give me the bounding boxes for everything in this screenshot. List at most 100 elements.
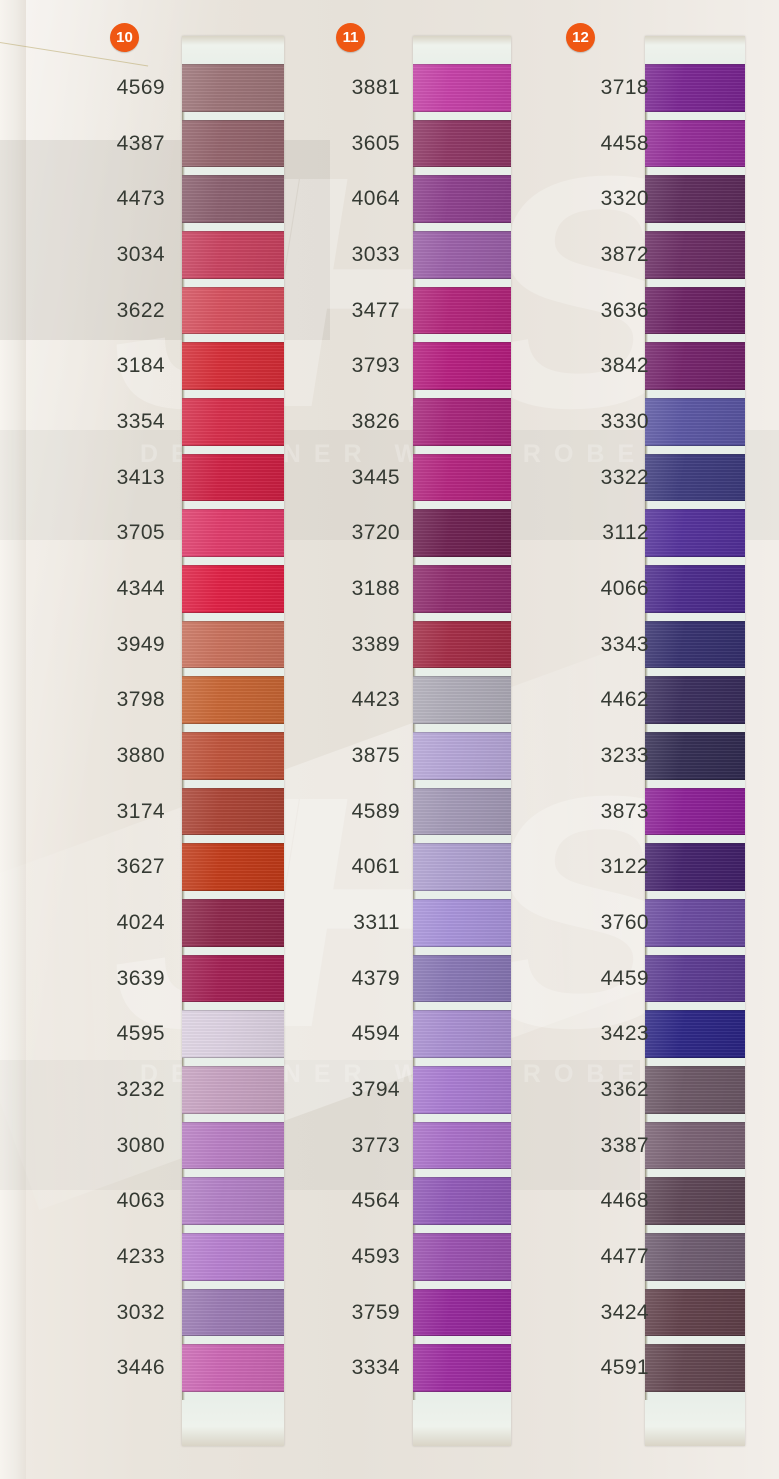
thread-swatch[interactable] <box>413 64 511 112</box>
thread-swatch[interactable] <box>182 1121 284 1170</box>
swatch-sheen <box>182 899 284 947</box>
swatch-sheen <box>645 119 745 168</box>
thread-swatch[interactable] <box>182 732 284 780</box>
thread-swatch[interactable] <box>645 286 745 335</box>
thread-swatch[interactable] <box>645 175 745 223</box>
thread-code-label: 3034 <box>116 242 165 266</box>
thread-swatch[interactable] <box>182 286 284 335</box>
thread-code-label: 3362 <box>600 1077 649 1101</box>
thread-swatch[interactable] <box>645 398 745 446</box>
thread-swatch[interactable] <box>413 231 511 279</box>
thread-swatch[interactable] <box>182 1177 284 1225</box>
swatch-sheen <box>182 620 284 669</box>
swatch-sheen <box>645 1288 745 1337</box>
thread-swatch[interactable] <box>645 1121 745 1170</box>
swatch-sheen <box>182 231 284 279</box>
thread-swatch[interactable] <box>645 1288 745 1337</box>
thread-swatch[interactable] <box>413 1177 511 1225</box>
thread-swatch[interactable] <box>645 64 745 112</box>
thread-swatch[interactable] <box>182 787 284 836</box>
thread-swatch[interactable] <box>182 1066 284 1114</box>
thread-swatch[interactable] <box>182 620 284 669</box>
swatch-sheen <box>182 565 284 613</box>
thread-swatch[interactable] <box>413 119 511 168</box>
thread-swatch[interactable] <box>182 175 284 223</box>
thread-swatch[interactable] <box>413 286 511 335</box>
thread-swatch[interactable] <box>182 453 284 502</box>
thread-swatch[interactable] <box>413 342 511 390</box>
thread-swatch[interactable] <box>645 1066 745 1114</box>
thread-swatch[interactable] <box>413 954 511 1003</box>
thread-swatch[interactable] <box>182 119 284 168</box>
thread-swatch[interactable] <box>645 1344 745 1392</box>
swatch-sheen <box>645 1344 745 1392</box>
thread-swatch[interactable] <box>645 843 745 891</box>
thread-swatch[interactable] <box>645 119 745 168</box>
thread-swatch[interactable] <box>413 453 511 502</box>
thread-swatch[interactable] <box>413 1233 511 1281</box>
thread-swatch[interactable] <box>182 1233 284 1281</box>
thread-swatch[interactable] <box>413 565 511 613</box>
swatch-sheen <box>645 787 745 836</box>
thread-swatch[interactable] <box>413 509 511 557</box>
thread-swatch[interactable] <box>645 1010 745 1058</box>
thread-swatch[interactable] <box>413 1121 511 1170</box>
swatch-sheen <box>645 1177 745 1225</box>
thread-swatch[interactable] <box>182 676 284 724</box>
thread-swatch[interactable] <box>645 1177 745 1225</box>
thread-swatch[interactable] <box>182 954 284 1003</box>
thread-swatch[interactable] <box>182 64 284 112</box>
thread-swatch[interactable] <box>413 732 511 780</box>
thread-swatch[interactable] <box>413 1066 511 1114</box>
thread-swatch[interactable] <box>182 843 284 891</box>
swatch-sheen <box>645 342 745 390</box>
thread-code-label: 4591 <box>600 1356 649 1380</box>
card-top-blank <box>413 36 511 64</box>
thread-swatch[interactable] <box>182 1344 284 1392</box>
thread-swatch[interactable] <box>182 1010 284 1058</box>
thread-swatch[interactable] <box>182 342 284 390</box>
thread-swatch[interactable] <box>182 398 284 446</box>
thread-swatch[interactable] <box>645 342 745 390</box>
thread-swatch[interactable] <box>182 231 284 279</box>
thread-swatch[interactable] <box>645 899 745 947</box>
thread-swatch[interactable] <box>645 620 745 669</box>
thread-swatch[interactable] <box>413 1010 511 1058</box>
thread-swatch[interactable] <box>413 843 511 891</box>
swatch-sheen <box>182 1233 284 1281</box>
thread-swatch[interactable] <box>645 676 745 724</box>
thread-swatch[interactable] <box>413 1344 511 1392</box>
thread-swatch[interactable] <box>413 787 511 836</box>
thread-swatch[interactable] <box>645 732 745 780</box>
swatch-sheen <box>182 1344 284 1392</box>
swatch-sheen <box>413 620 511 669</box>
thread-swatch[interactable] <box>645 231 745 279</box>
thread-swatch[interactable] <box>413 620 511 669</box>
thread-code-label: 3622 <box>116 298 165 322</box>
thread-code-label: 4344 <box>116 576 165 600</box>
thread-swatch[interactable] <box>645 787 745 836</box>
swatch-sheen <box>413 453 511 502</box>
thread-swatch[interactable] <box>645 1233 745 1281</box>
thread-swatch[interactable] <box>182 565 284 613</box>
thread-swatch[interactable] <box>182 509 284 557</box>
card-top-blank <box>182 36 284 64</box>
thread-swatch[interactable] <box>413 676 511 724</box>
thread-code-label: 3354 <box>116 409 165 433</box>
thread-code-label: 3320 <box>600 187 649 211</box>
thread-swatch[interactable] <box>645 509 745 557</box>
thread-swatch[interactable] <box>645 453 745 502</box>
thread-swatch[interactable] <box>182 1288 284 1337</box>
thread-swatch[interactable] <box>645 954 745 1003</box>
thread-swatch[interactable] <box>413 899 511 947</box>
thread-swatch[interactable] <box>413 398 511 446</box>
thread-swatch[interactable] <box>413 175 511 223</box>
thread-code-label: 4569 <box>116 75 165 99</box>
thread-swatch[interactable] <box>645 565 745 613</box>
thread-swatch[interactable] <box>413 1288 511 1337</box>
swatch-sheen <box>645 620 745 669</box>
thread-swatch[interactable] <box>182 899 284 947</box>
swatch-sheen <box>182 732 284 780</box>
thread-code-label: 3232 <box>116 1077 165 1101</box>
